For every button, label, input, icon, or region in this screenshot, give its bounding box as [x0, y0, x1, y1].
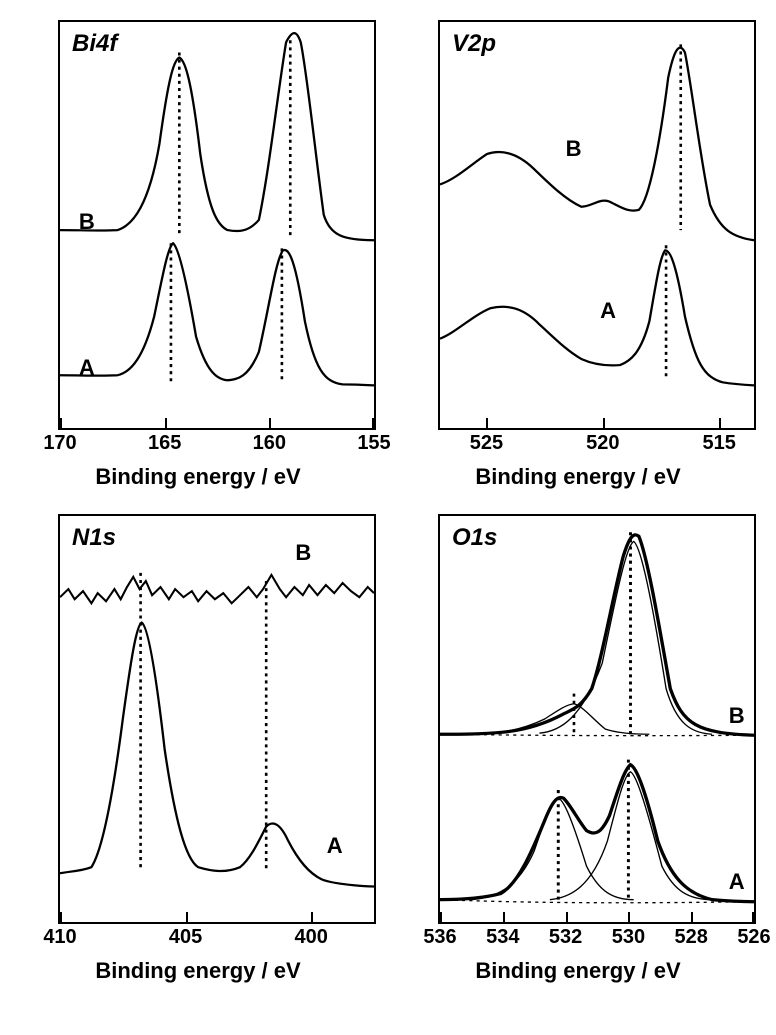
- plot-svg-v2p: [440, 22, 754, 428]
- xlabel-v2p: Binding energy / eV: [400, 464, 756, 490]
- plot-svg-n1s: [60, 516, 374, 922]
- trace-label-n1s-a: A: [327, 833, 343, 859]
- xps-figure: Intensity / arb. units Bi4f B: [20, 20, 756, 984]
- panel-o1s: Intensity / arb. units O1s: [400, 514, 756, 984]
- xticks-v2p: 525 520 515: [440, 432, 754, 456]
- panel-v2p: Intensity / arb. units V2p B A: [400, 20, 756, 490]
- panel-bi4f: Intensity / arb. units Bi4f B: [20, 20, 376, 490]
- trace-label-bi4f-b: B: [79, 209, 95, 235]
- xlabel-o1s: Binding energy / eV: [400, 958, 756, 984]
- xlabel-n1s: Binding energy / eV: [20, 958, 376, 984]
- xticks-n1s: 410 405 400: [60, 926, 374, 950]
- xticks-o1s: 536 534 532 530 528 526: [440, 926, 754, 950]
- plot-svg-o1s: [440, 516, 754, 922]
- plot-svg-bi4f: [60, 22, 374, 428]
- panel-n1s: Intensity / arb. units N1s B A: [20, 514, 376, 984]
- xticks-bi4f: 170 165 160 155: [60, 432, 374, 456]
- xlabel-bi4f: Binding energy / eV: [20, 464, 376, 490]
- trace-label-o1s-b: B: [729, 703, 745, 729]
- trace-label-v2p-b: B: [566, 136, 582, 162]
- trace-label-v2p-a: A: [600, 298, 616, 324]
- trace-label-o1s-a: A: [729, 869, 745, 895]
- trace-label-bi4f-a: A: [79, 355, 95, 381]
- trace-label-n1s-b: B: [295, 540, 311, 566]
